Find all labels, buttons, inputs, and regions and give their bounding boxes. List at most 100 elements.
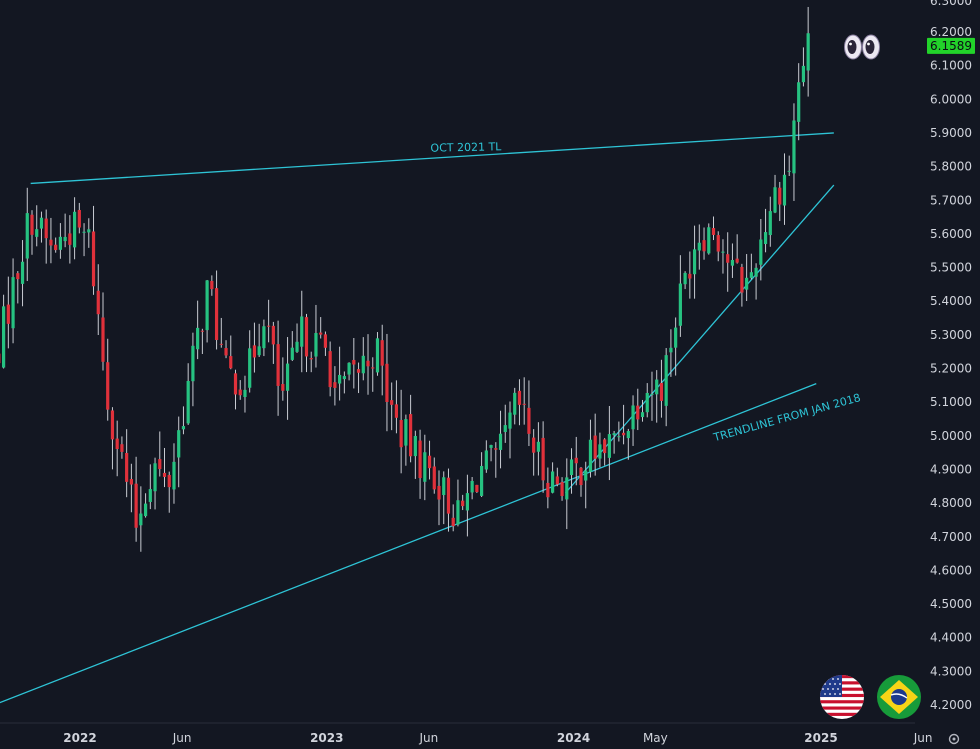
candle — [664, 348, 668, 427]
candle — [257, 323, 261, 357]
candle-body — [475, 484, 479, 492]
candle — [409, 394, 413, 463]
candle-body — [716, 235, 720, 252]
candle-body — [276, 344, 280, 386]
candle — [797, 63, 801, 141]
candle-body — [77, 209, 81, 228]
trendline-label-jan-2018: TRENDLINE FROM JAN 2018 — [711, 391, 862, 444]
candle-body — [385, 363, 389, 402]
candle-body — [763, 232, 768, 245]
candle — [281, 357, 285, 401]
candle — [787, 155, 791, 177]
candle-body — [54, 244, 58, 251]
trendline-1[interactable] — [30, 132, 834, 185]
candle-body — [470, 480, 474, 493]
candle-body — [711, 228, 716, 235]
candle — [640, 399, 645, 422]
candle — [442, 471, 446, 525]
candle — [101, 292, 105, 371]
last-price-badge — [927, 37, 975, 54]
candle-body — [546, 482, 550, 498]
candle — [177, 416, 181, 488]
candle-body — [565, 477, 569, 500]
time-tick-label: Jun — [913, 731, 933, 745]
candle — [205, 279, 209, 343]
candle-body — [773, 187, 777, 213]
candle-body — [290, 347, 294, 360]
overlays — [820, 34, 960, 745]
candle — [669, 329, 673, 377]
candle — [134, 456, 138, 542]
candle — [726, 232, 730, 292]
candle — [574, 436, 578, 486]
candle — [480, 452, 484, 498]
price-tick-label: 5.0000 — [930, 429, 972, 443]
eyes-icon — [844, 34, 880, 60]
candle — [271, 321, 275, 364]
candle — [773, 174, 777, 214]
candle-body — [574, 457, 578, 464]
candle-body — [754, 267, 758, 277]
candle-body — [484, 450, 488, 470]
candle-body — [35, 229, 39, 237]
candle-body — [645, 392, 649, 413]
candle-body — [229, 356, 233, 369]
candle-body — [224, 348, 228, 356]
candle — [702, 227, 706, 260]
candle — [338, 346, 342, 401]
candle-body — [768, 211, 772, 236]
candle — [385, 333, 389, 432]
price-tick-label: 5.2000 — [930, 362, 972, 376]
time-axis[interactable]: 2022 Jun 2023 Jun 2024 May 2025 Jun — [0, 722, 933, 745]
candle-body — [569, 459, 574, 476]
candle — [87, 218, 91, 248]
candle-body — [674, 327, 678, 348]
time-tick-label: 2025 — [804, 731, 837, 745]
candle — [740, 263, 744, 307]
candle — [2, 294, 6, 369]
candle-body — [465, 493, 470, 511]
price-axis[interactable]: 6.2000 6.1000 6.0000 5.9000 5.8000 5.7000 5.60… — [927, 0, 975, 712]
gear-icon[interactable] — [948, 733, 960, 745]
candle — [555, 467, 559, 487]
trendline-2[interactable] — [0, 383, 817, 712]
candle-body — [394, 404, 399, 418]
candle-body — [196, 327, 200, 350]
candle-body — [806, 33, 810, 71]
candle — [778, 181, 782, 222]
candle — [607, 406, 611, 481]
candle-body — [503, 425, 507, 433]
candle — [768, 196, 772, 247]
candle-body — [181, 426, 186, 430]
candle-body — [792, 120, 796, 174]
time-tick-label: May — [643, 731, 668, 745]
candle — [68, 215, 72, 264]
candle-body — [257, 346, 261, 356]
candle-body — [143, 503, 148, 517]
trendlines — [0, 132, 835, 712]
candle — [91, 205, 96, 295]
candle — [517, 379, 522, 426]
candle — [546, 467, 550, 509]
candle — [366, 334, 370, 395]
candle-body — [205, 280, 209, 331]
candle-body — [409, 414, 413, 457]
candle-body — [375, 338, 380, 373]
candle-body — [16, 273, 20, 280]
candle — [678, 255, 682, 337]
candle-body — [44, 218, 48, 239]
candle — [167, 471, 171, 513]
candle — [655, 370, 659, 423]
time-tick-label: Jun — [418, 731, 438, 745]
candle-body — [91, 231, 96, 287]
price-tick-label: 4.7000 — [930, 530, 972, 544]
candle — [508, 401, 512, 459]
candle — [446, 468, 451, 532]
brazil-flag-icon — [877, 675, 921, 719]
candle-body — [527, 407, 531, 434]
candle-body — [697, 242, 701, 251]
candle-body — [11, 277, 15, 329]
candle-body — [338, 374, 342, 384]
candle — [96, 264, 100, 336]
